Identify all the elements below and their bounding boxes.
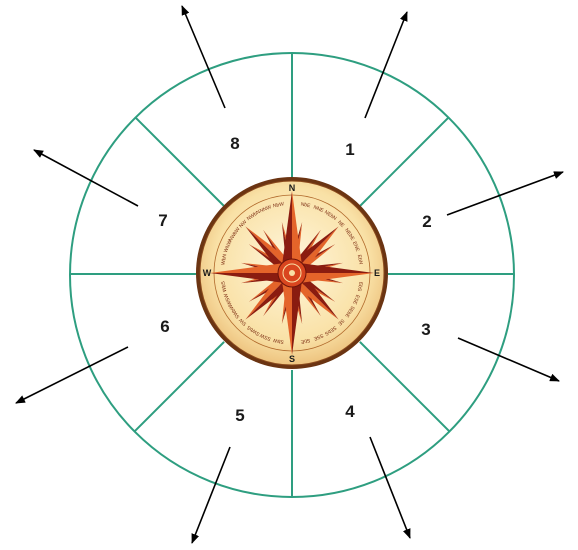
compass-minor-label: SbW [272,337,284,345]
compass-minor-label: WNW [223,239,234,254]
compass-minor-label: WbS [220,280,228,292]
sector-label-8: 8 [230,134,239,153]
star-point [210,262,292,273]
sector-label-6: 6 [160,317,169,336]
sector-labels: 1 2 3 4 5 6 7 8 [158,134,431,425]
sector-label-4: 4 [345,402,355,421]
compass-minor-label: EbN [356,254,364,265]
sector-divider [134,116,225,207]
arrow-sector-3 [457,337,560,382]
arrow-sector-8 [181,5,226,109]
compass-minor-label: NbW [272,201,284,209]
compass-minor-label: NW [238,219,248,229]
compass-minor-label: WbN [220,253,228,265]
compass-east-label: E [374,268,380,278]
compass-minor-label: EbS [356,281,364,292]
arrow-sector-1 [364,11,408,119]
sector-dividers [70,52,514,496]
sector-divider [359,116,450,207]
star-point [281,273,292,355]
compass-minor-label: SSW [259,332,272,342]
star-point [292,273,374,284]
star-point [281,191,292,273]
star-point [292,191,303,273]
star-point [210,273,292,284]
sector-label-3: 3 [421,320,430,339]
arrow-sector-7 [33,149,139,207]
arrow-sector-2 [446,171,564,216]
compass-minor-label: WSW [223,292,234,306]
sector-label-2: 2 [422,212,431,231]
star-point [292,273,303,355]
compass-rose: NbE NNENEbNNENEbEENEEbNEbSESESEbESESEbSSS… [196,177,388,369]
compass-minor-label: SSE [312,332,324,342]
sector-label-7: 7 [158,211,167,230]
compass-minor-label: ESE [351,294,361,306]
arrow-sector-4 [369,436,411,539]
compass-minor-label: NE [336,220,346,230]
compass-north-label: N [289,183,296,193]
arrow-sector-5 [191,446,231,544]
compass-hub-ring [282,263,302,283]
compass-minor-label: SE [336,317,345,326]
sector-label-5: 5 [235,406,244,425]
compass-west-label: W [203,268,212,278]
compass-hub-center [289,270,295,276]
compass-minor-label: SbE [300,337,311,345]
sector-divider [134,341,225,432]
compass-minor-label: ENE [351,241,361,253]
compass-minor-label: NNW [259,204,273,214]
sector-label-1: 1 [345,140,354,159]
star-point [292,262,374,273]
sector-divider [359,341,450,432]
compass-minor-label: NbE [300,201,311,209]
compass-minor-label: NNE [312,204,325,214]
compass-minor-label: SW [238,317,248,327]
compass-south-label: S [289,354,295,364]
arrow-sector-6 [15,346,129,404]
direction-arrows [15,5,564,544]
